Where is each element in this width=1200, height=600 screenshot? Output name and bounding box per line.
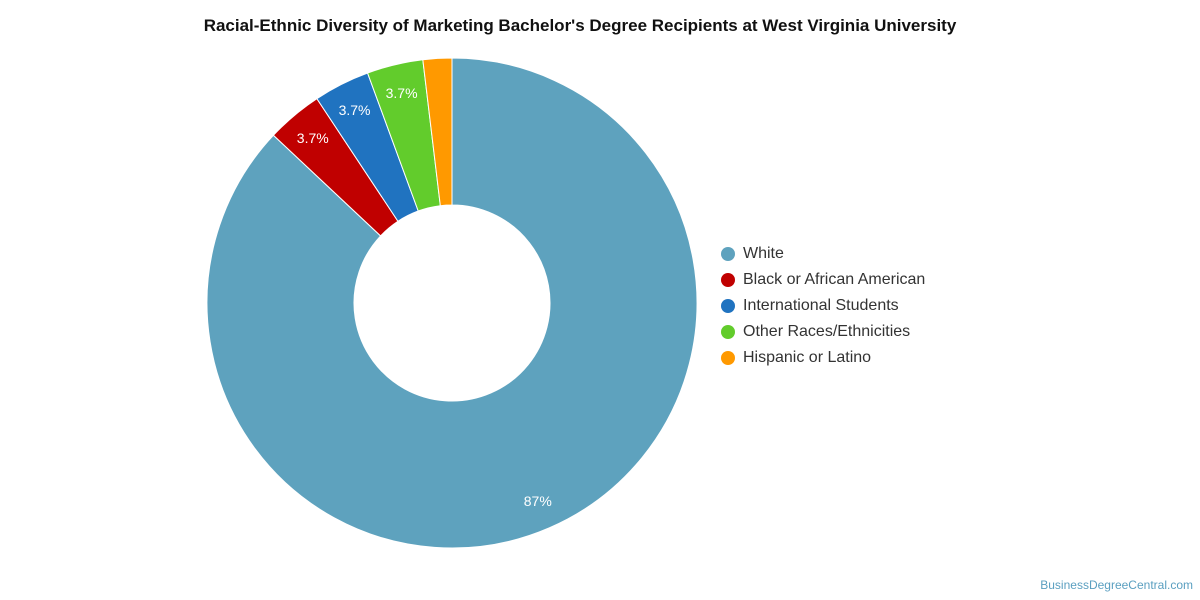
legend-swatch-icon — [721, 325, 735, 339]
legend-swatch-icon — [721, 273, 735, 287]
slice-label: 87% — [524, 493, 552, 509]
legend-swatch-icon — [721, 247, 735, 261]
chart-title: Racial-Ethnic Diversity of Marketing Bac… — [203, 16, 957, 35]
slice-white[interactable] — [206, 57, 698, 549]
legend-item[interactable]: International Students — [721, 293, 925, 319]
legend-label: Black or African American — [743, 271, 926, 288]
slice-label: 3.7% — [386, 85, 418, 101]
source-credit[interactable]: BusinessDegreeCentral.com — [1040, 578, 1193, 592]
legend-label: Hispanic or Latino — [743, 349, 872, 366]
legend-item[interactable]: Hispanic or Latino — [721, 345, 925, 371]
legend-item[interactable]: Other Races/Ethnicities — [721, 319, 925, 345]
legend-label: White — [743, 245, 784, 262]
legend-item[interactable]: White — [721, 241, 925, 267]
slice-label: 3.7% — [297, 130, 329, 146]
legend-swatch-icon — [721, 299, 735, 313]
legend-label: Other Races/Ethnicities — [743, 323, 911, 340]
legend-label: International Students — [743, 297, 899, 314]
chart-legend: White Black or African American Internatio… — [721, 241, 925, 371]
legend-swatch-icon — [721, 351, 735, 365]
slice-label: 3.7% — [339, 102, 371, 118]
legend-item[interactable]: Black or African American — [721, 267, 925, 293]
slice-hispanic-or-latino[interactable] — [422, 57, 453, 207]
